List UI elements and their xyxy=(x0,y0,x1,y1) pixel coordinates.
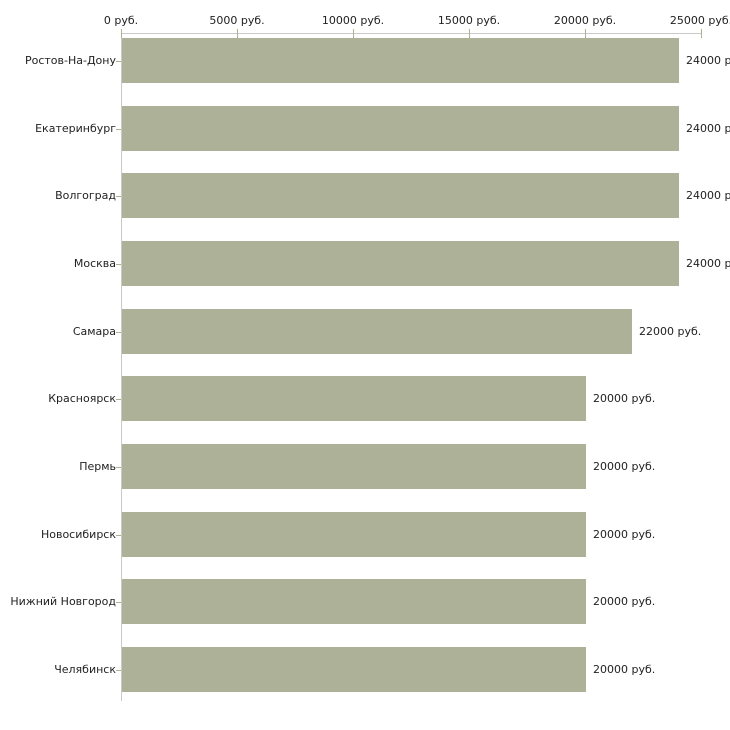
y-axis-tick-mark xyxy=(116,332,121,333)
bar-value-label: 20000 руб. xyxy=(593,528,656,541)
y-axis-tick-mark xyxy=(116,264,121,265)
bar xyxy=(122,444,586,489)
bar xyxy=(122,579,586,624)
x-axis-tick-label: 20000 руб. xyxy=(553,14,617,27)
bar-value-label: 20000 руб. xyxy=(593,595,656,608)
bar xyxy=(122,512,586,557)
x-axis-tick-label: 5000 руб. xyxy=(209,14,265,27)
bar xyxy=(122,106,679,151)
y-axis-tick-mark xyxy=(116,196,121,197)
x-axis-tick-mark xyxy=(701,29,702,38)
bar-value-label: 24000 руб. xyxy=(686,122,730,135)
y-axis-tick-mark xyxy=(116,467,121,468)
bar-value-label: 24000 руб. xyxy=(686,257,730,270)
category-label: Самара xyxy=(72,325,116,338)
y-axis-tick-mark xyxy=(116,399,121,400)
category-label: Москва xyxy=(73,257,116,270)
x-axis-tick-mark xyxy=(585,29,586,38)
x-axis-line xyxy=(121,33,702,34)
bar-value-label: 20000 руб. xyxy=(593,663,656,676)
y-axis-tick-mark xyxy=(116,670,121,671)
category-label: Красноярск xyxy=(48,392,116,405)
bar xyxy=(122,647,586,692)
x-axis-tick-label: 10000 руб. xyxy=(321,14,385,27)
bar xyxy=(122,309,632,354)
x-axis-tick-mark xyxy=(237,29,238,38)
bar-value-label: 24000 руб. xyxy=(686,189,730,202)
category-label: Пермь xyxy=(79,460,116,473)
x-axis-tick-label: 0 руб. xyxy=(103,14,139,27)
category-label: Волгоград xyxy=(55,189,116,202)
category-label: Екатеринбург xyxy=(35,122,116,135)
x-axis-tick-label: 15000 руб. xyxy=(437,14,501,27)
bar xyxy=(122,38,679,83)
bar-value-label: 20000 руб. xyxy=(593,460,656,473)
bar xyxy=(122,173,679,218)
bar-value-label: 24000 руб. xyxy=(686,54,730,67)
x-axis-tick-mark xyxy=(353,29,354,38)
y-axis-tick-mark xyxy=(116,129,121,130)
x-axis-tick-mark xyxy=(121,29,122,38)
category-label: Челябинск xyxy=(54,663,116,676)
category-label: Ростов-На-Дону xyxy=(24,54,116,67)
y-axis-tick-mark xyxy=(116,602,121,603)
y-axis-tick-mark xyxy=(116,535,121,536)
y-axis-tick-mark xyxy=(116,61,121,62)
bar xyxy=(122,241,679,286)
bar-value-label: 22000 руб. xyxy=(639,325,702,338)
category-label: Новосибирск xyxy=(40,528,116,541)
y-axis-line xyxy=(121,33,122,701)
x-axis-tick-label: 25000 руб. xyxy=(669,14,730,27)
bar xyxy=(122,376,586,421)
bar-value-label: 20000 руб. xyxy=(593,392,656,405)
x-axis-tick-mark xyxy=(469,29,470,38)
category-label: Нижний Новгород xyxy=(10,595,116,608)
